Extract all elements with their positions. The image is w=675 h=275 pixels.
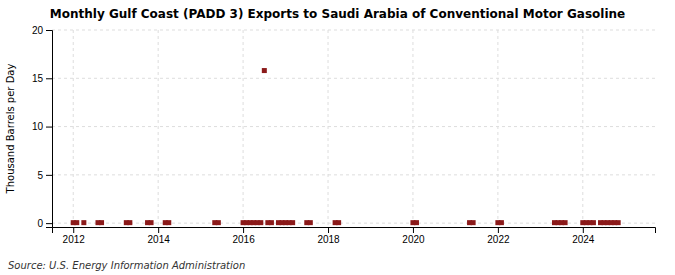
tick-mark (46, 127, 52, 128)
grid-line-y (52, 78, 655, 79)
title: Monthly Gulf Coast (PADD 3) Exports to S… (50, 7, 625, 21)
tick: 15 (32, 73, 52, 84)
tick: 10 (32, 121, 52, 132)
annotation: Source: U.S. Energy Information Administ… (8, 260, 245, 271)
plot: 2012 2014 2016 2018 2020 2022 2024 0 5 10 15 20 (32, 25, 656, 245)
tick-label: 2020 (402, 234, 425, 245)
axis-line (53, 228, 656, 234)
tick-mark (46, 78, 52, 79)
tick: 5 (37, 170, 52, 181)
point (563, 220, 568, 225)
tick-mark (243, 227, 244, 233)
tick: 2022 (487, 227, 510, 245)
tick-label: 2016 (232, 234, 255, 245)
point (149, 220, 154, 225)
point (262, 68, 267, 73)
grid-line-x (328, 30, 329, 227)
point (99, 220, 104, 225)
point (414, 220, 419, 225)
points (71, 68, 621, 225)
point (471, 220, 476, 225)
tick: 20 (32, 25, 52, 36)
tick-label: 2012 (63, 234, 86, 245)
tick-mark (73, 227, 74, 233)
point (127, 220, 132, 225)
tick: 2016 (232, 227, 255, 245)
tick-mark (498, 227, 499, 233)
tick-label: 2014 (148, 234, 171, 245)
y-axis: 0 5 10 15 20 (32, 25, 53, 229)
point (616, 220, 621, 225)
chart: 2012 2014 2016 2018 2020 2022 2024 0 5 10 15 20 Mont… (0, 0, 675, 275)
point (74, 220, 79, 225)
grid-line-x (412, 30, 413, 227)
tick-label: 2022 (487, 234, 510, 245)
tick-label: 20 (32, 25, 44, 36)
grid-line-x (158, 30, 159, 227)
tick: 2020 (402, 227, 425, 245)
grid-line-x (582, 30, 583, 227)
tick: 2018 (317, 227, 340, 245)
point (216, 220, 221, 225)
tick-label: 2018 (317, 234, 340, 245)
tick-mark (413, 227, 414, 233)
point (258, 220, 263, 225)
tick-mark (46, 30, 52, 31)
point (81, 220, 86, 225)
tick: 2014 (148, 227, 171, 245)
tick-mark (158, 227, 159, 233)
grid-line-y (52, 30, 655, 31)
tick-mark (46, 175, 52, 176)
point (591, 220, 596, 225)
grid-line-y (52, 126, 655, 127)
point (336, 220, 341, 225)
tick: 0 (37, 218, 52, 229)
grid-line-x (497, 30, 498, 227)
tick: 2024 (572, 227, 595, 245)
tick-mark (583, 227, 584, 233)
tick-mark (46, 223, 52, 224)
point (308, 220, 313, 225)
tick-label: 10 (32, 121, 44, 132)
tick-label: 5 (37, 170, 43, 181)
grid-line-x (243, 30, 244, 227)
tick-label: 2024 (572, 234, 595, 245)
tick-mark (328, 227, 329, 233)
point (290, 220, 295, 225)
point (499, 220, 504, 225)
tick-label: 15 (32, 73, 44, 84)
grid-line-x (73, 30, 74, 227)
point (269, 220, 274, 225)
tick: 2012 (63, 227, 86, 245)
axis-line (46, 31, 53, 228)
tick-label: 0 (37, 218, 43, 229)
y-axis-label: Thousand Barrels per Day (5, 64, 16, 195)
grid (52, 30, 655, 227)
point (166, 220, 171, 225)
grid-line-y (52, 174, 655, 175)
x-axis: 2012 2014 2016 2018 2020 2022 2024 (53, 227, 656, 245)
